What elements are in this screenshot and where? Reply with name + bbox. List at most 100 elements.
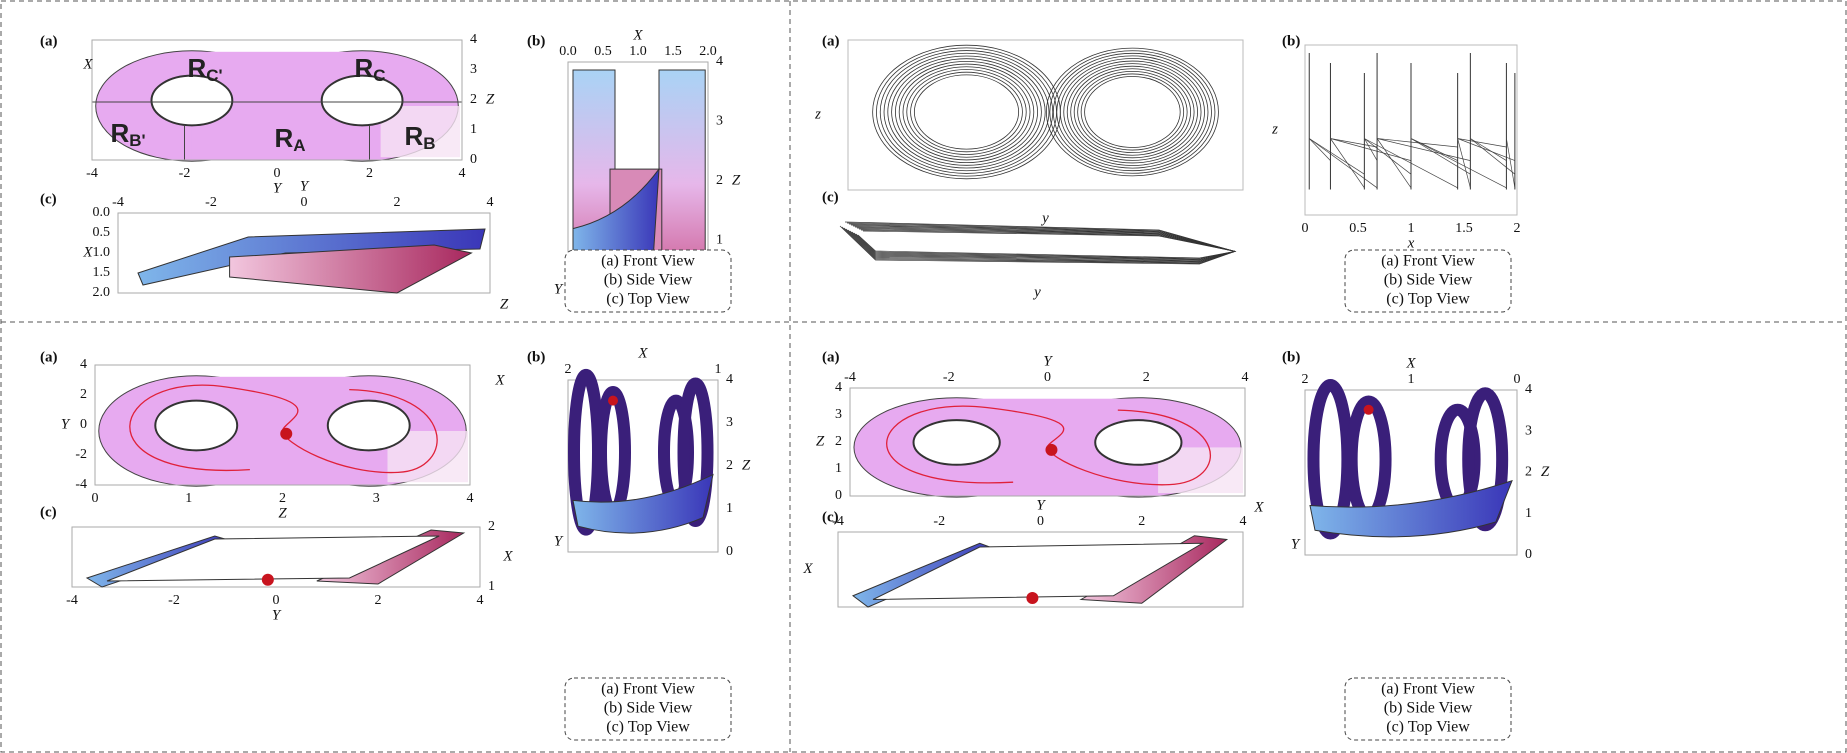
tick-label: 2 bbox=[835, 434, 842, 449]
tick-label: 4 bbox=[477, 593, 484, 608]
tick-label: -4 bbox=[844, 370, 856, 385]
tick-label: 4 bbox=[726, 372, 733, 387]
orbit bbox=[1309, 139, 1364, 175]
initial-point bbox=[1364, 405, 1374, 415]
orbit bbox=[873, 45, 1061, 179]
ring bbox=[601, 392, 625, 512]
tick-label: 3 bbox=[1525, 423, 1532, 438]
tick-label: 1 bbox=[726, 501, 733, 516]
orbit bbox=[895, 61, 1037, 162]
axis-title: X bbox=[502, 548, 513, 564]
panel-label: (a) bbox=[822, 33, 840, 49]
hole bbox=[914, 420, 1000, 465]
tick-label: 4 bbox=[459, 166, 466, 181]
tick-label: 2 bbox=[716, 173, 723, 188]
axis-title: Y bbox=[1043, 353, 1053, 369]
tick-label: -4 bbox=[112, 195, 124, 210]
tick-label: 4 bbox=[1242, 370, 1249, 385]
tick-label: 2 bbox=[726, 458, 733, 473]
panel-label: (b) bbox=[1282, 33, 1300, 49]
tick-label: 1.5 bbox=[93, 265, 111, 280]
tick-label: 4 bbox=[716, 54, 723, 69]
orbit bbox=[1364, 139, 1411, 175]
tick-label: 2.0 bbox=[93, 285, 111, 300]
axis-title: x bbox=[1407, 235, 1415, 251]
region-main: R bbox=[354, 53, 373, 83]
orbit bbox=[1470, 139, 1515, 175]
tick-label: 1 bbox=[716, 233, 723, 248]
orbit bbox=[1377, 139, 1458, 148]
orbit bbox=[907, 69, 1026, 154]
tick-label: 2 bbox=[1138, 514, 1145, 529]
tick-label: 0 bbox=[92, 491, 99, 506]
legend-entry: (a) Front View bbox=[601, 681, 695, 698]
axis-title: Y bbox=[273, 180, 283, 196]
tick-label: 1 bbox=[1525, 506, 1532, 521]
orbit bbox=[914, 75, 1018, 149]
panel-label: (b) bbox=[1282, 349, 1300, 365]
attractor-surface bbox=[850, 388, 1245, 497]
orbit bbox=[911, 72, 1023, 152]
hole bbox=[328, 401, 410, 451]
axis-title: Z bbox=[278, 505, 287, 521]
initial-point bbox=[1045, 444, 1057, 456]
region-sub: B bbox=[423, 134, 435, 153]
orbit bbox=[1377, 139, 1470, 161]
region-main: R bbox=[404, 121, 423, 151]
tick-label: 0 bbox=[1525, 547, 1532, 562]
orbit bbox=[899, 64, 1034, 160]
tick-label: 1 bbox=[488, 579, 495, 594]
panel-label: (b) bbox=[527, 33, 545, 49]
legend-entry: (b) Side View bbox=[604, 700, 693, 717]
tick-label: 4 bbox=[1240, 514, 1247, 529]
tick-label: 4 bbox=[467, 491, 474, 506]
tick-label: 2 bbox=[1143, 370, 1150, 385]
tick-label: 0 bbox=[470, 152, 477, 167]
initial-point bbox=[1026, 592, 1038, 604]
axis-title: Y bbox=[1036, 497, 1046, 513]
tick-label: 0 bbox=[273, 593, 280, 608]
attractor-surface bbox=[95, 365, 470, 486]
orbit bbox=[1470, 139, 1506, 161]
orbit bbox=[884, 53, 1049, 170]
orbit bbox=[1330, 139, 1364, 188]
orbit bbox=[1067, 64, 1197, 161]
orbit bbox=[1377, 139, 1411, 188]
axis-title: Z bbox=[500, 296, 509, 312]
region-sub: C bbox=[373, 66, 385, 85]
tick-label: 2.0 bbox=[699, 44, 717, 59]
tick-label: 2 bbox=[394, 195, 401, 210]
axis-title: Y bbox=[272, 607, 282, 623]
hole bbox=[322, 76, 403, 126]
tick-label: 4 bbox=[470, 32, 477, 47]
legend-entry: (a) Front View bbox=[1381, 253, 1475, 270]
axis-title: z bbox=[1271, 121, 1278, 137]
tick-label: -2 bbox=[205, 195, 217, 210]
orbit bbox=[1060, 58, 1204, 165]
orbit bbox=[1309, 139, 1377, 188]
tick-label: -2 bbox=[179, 166, 191, 181]
initial-point bbox=[280, 428, 292, 440]
tick-label: 4 bbox=[835, 380, 842, 395]
tick-label: 1.5 bbox=[664, 44, 682, 59]
orbit bbox=[1411, 139, 1470, 175]
tick-label: 3 bbox=[373, 491, 380, 506]
orbit bbox=[1053, 53, 1211, 170]
tick-label: 1.0 bbox=[93, 245, 111, 260]
tick-label: 2 bbox=[565, 362, 572, 377]
region-main: R bbox=[187, 53, 206, 83]
region-sub: A bbox=[293, 136, 305, 155]
tick-label: 2 bbox=[375, 593, 382, 608]
orbit bbox=[1078, 71, 1187, 152]
tick-label: 4 bbox=[80, 357, 87, 372]
axis-title: Z bbox=[742, 457, 751, 473]
tick-label: 0 bbox=[274, 166, 281, 181]
tick-label: 3 bbox=[470, 62, 477, 77]
axis-title: X bbox=[494, 372, 505, 388]
axis-title: Y bbox=[61, 416, 71, 432]
orbit bbox=[1309, 139, 1330, 161]
tick-label: 0 bbox=[1037, 514, 1044, 529]
axis-title: X bbox=[82, 56, 93, 72]
region-sub: B' bbox=[129, 131, 145, 150]
orbit bbox=[1458, 139, 1471, 188]
